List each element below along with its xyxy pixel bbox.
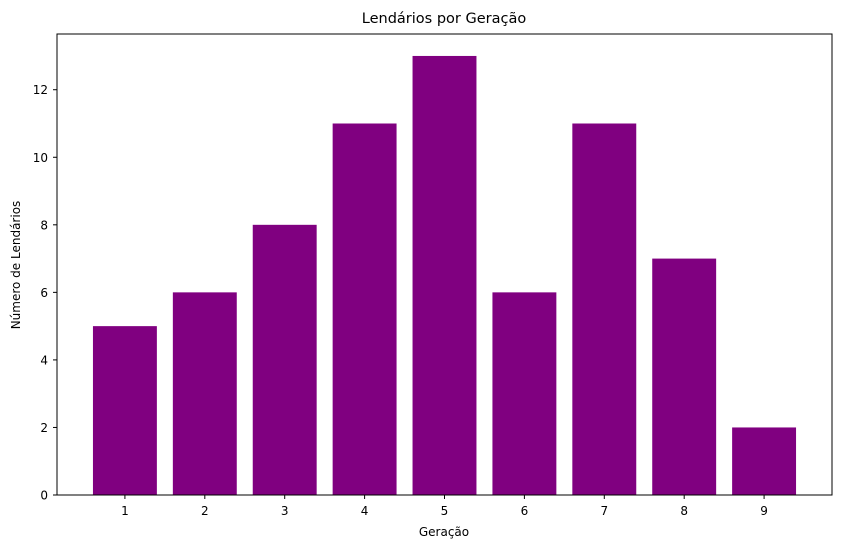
bar-8 xyxy=(652,258,717,495)
y-tick-label: 8 xyxy=(40,218,48,232)
x-tick-label: 3 xyxy=(281,504,289,518)
x-tick-label: 4 xyxy=(361,504,369,518)
x-tick-label: 2 xyxy=(201,504,209,518)
bar-5 xyxy=(412,55,477,495)
x-tick-label: 1 xyxy=(121,504,129,518)
x-tick-label: 7 xyxy=(600,504,608,518)
x-axis-label: Geração xyxy=(419,525,469,539)
x-tick-label: 9 xyxy=(760,504,768,518)
y-axis-label: Número de Lendários xyxy=(9,201,23,330)
x-tick-label: 5 xyxy=(441,504,449,518)
x-tick-label: 6 xyxy=(521,504,529,518)
bar-6 xyxy=(492,292,557,495)
y-tick-label: 6 xyxy=(40,286,48,300)
y-tick-label: 4 xyxy=(40,353,48,367)
bar-9 xyxy=(732,427,797,495)
y-tick-label: 0 xyxy=(40,489,48,503)
bar-3 xyxy=(252,224,317,496)
bar-7 xyxy=(572,123,637,495)
y-tick-label: 2 xyxy=(40,421,48,435)
bar-4 xyxy=(332,123,397,495)
bar-2 xyxy=(172,292,237,495)
y-tick-label: 10 xyxy=(33,151,48,165)
chart-title: Lendários por Geração xyxy=(362,11,527,27)
y-tick-label: 12 xyxy=(33,83,48,97)
x-tick-label: 8 xyxy=(680,504,688,518)
bar-1 xyxy=(92,326,157,495)
bars-layer xyxy=(92,55,797,496)
